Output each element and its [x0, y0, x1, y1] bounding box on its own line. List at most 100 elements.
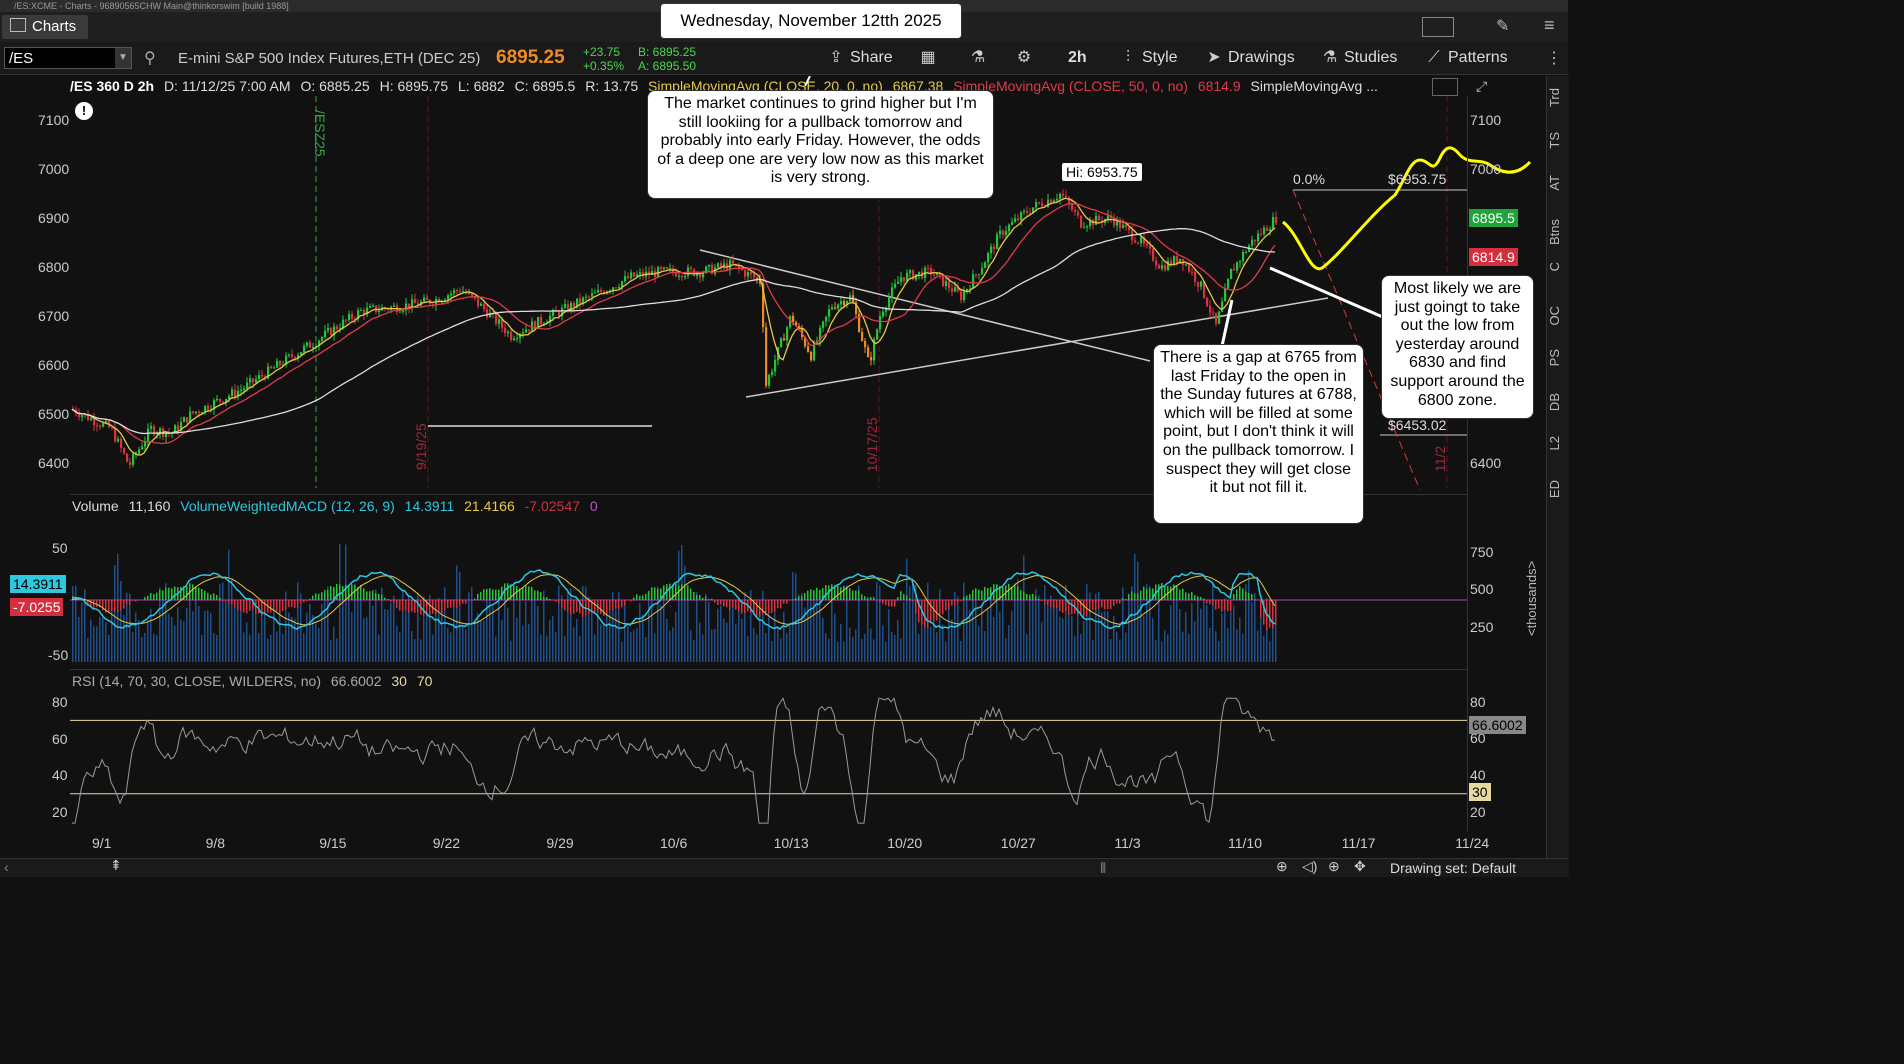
macd-histogram-bar: [1095, 600, 1097, 611]
macd-histogram-bar: [534, 590, 536, 600]
macd-histogram-bar: [675, 583, 677, 600]
info-icon[interactable]: !: [75, 102, 93, 120]
side-tab-ed[interactable]: ED: [1547, 479, 1562, 498]
side-tab-l2[interactable]: L2: [1547, 436, 1562, 451]
macd-histogram-bar: [1239, 586, 1241, 600]
symbol-dropdown-icon[interactable]: ▼: [115, 48, 131, 68]
flask-button[interactable]: ⚗: [970, 47, 992, 69]
macd-histogram-bar: [108, 600, 110, 612]
macd-label[interactable]: VolumeWeightedMACD (12, 26, 9): [180, 498, 395, 514]
macd-histogram-bar: [1083, 600, 1085, 618]
volume-bar: [294, 618, 296, 662]
price-candle: [345, 319, 348, 321]
price-candle: [267, 366, 270, 379]
header-box[interactable]: [1432, 78, 1458, 96]
sma50-label[interactable]: SimpleMovingAvg (CLOSE, 50, 0, no): [953, 78, 1188, 94]
volume-bar: [336, 638, 338, 662]
studies-button[interactable]: ⚗ Studies: [1322, 47, 1398, 69]
volume-bar: [1212, 582, 1214, 662]
price-candle: [459, 291, 462, 293]
style-button[interactable]: ⫶ Style: [1120, 47, 1178, 69]
price-candle: [117, 438, 120, 442]
volume-bar: [1008, 625, 1010, 662]
patterns-button[interactable]: ⟋ Patterns: [1426, 47, 1507, 69]
macd-histogram-bar: [1263, 600, 1265, 625]
sma50-line: [71, 203, 1276, 445]
macd-histogram-bar: [531, 587, 533, 600]
sma200-label[interactable]: SimpleMovingAvg ...: [1250, 78, 1378, 94]
volume-bar: [1056, 608, 1058, 662]
scrollbar-handle[interactable]: ⦀: [1100, 860, 1107, 876]
link-icon[interactable]: ⚲: [144, 50, 156, 67]
volume-bar: [231, 579, 233, 662]
side-tab-oc[interactable]: OC: [1547, 305, 1562, 326]
more-icon[interactable]: ⋮: [1546, 50, 1562, 67]
macd-histogram-bar: [981, 590, 983, 600]
tab-charts[interactable]: Charts: [2, 15, 88, 39]
volume-bar: [177, 607, 179, 662]
share-button[interactable]: ⇪ Share: [828, 47, 892, 69]
pan-icon[interactable]: ✥: [1354, 858, 1366, 874]
price-candle: [1194, 271, 1197, 282]
side-tab-trd[interactable]: Trd: [1547, 88, 1562, 108]
volume-bar: [576, 618, 578, 662]
volume-bar: [1260, 611, 1262, 662]
price-candle: [762, 283, 765, 328]
price-candle: [228, 396, 231, 399]
macd-histogram-bar: [681, 584, 683, 600]
price-candle: [1173, 256, 1176, 265]
volume-bar: [1068, 605, 1070, 662]
macd-histogram-bar: [1146, 588, 1148, 600]
window-box-icon[interactable]: [1422, 17, 1454, 37]
menu-icon[interactable]: ≡: [1544, 15, 1555, 35]
side-tab-ps[interactable]: PS: [1547, 349, 1562, 367]
price-candle: [723, 263, 726, 267]
volume-bar: [768, 613, 770, 662]
price-candle: [453, 290, 456, 294]
volume-label[interactable]: Volume: [72, 498, 119, 514]
volume-bar: [1254, 592, 1256, 662]
side-tab-at[interactable]: AT: [1547, 175, 1562, 191]
grid-button[interactable]: ▦: [920, 47, 942, 69]
volume-bar: [435, 608, 437, 662]
price-candle: [1008, 224, 1011, 232]
macd-histogram-bar: [903, 594, 905, 600]
side-tab-db[interactable]: DB: [1547, 392, 1562, 411]
zoom-in-icon[interactable]: ⊕: [1276, 858, 1288, 874]
timeframe-button[interactable]: 2h: [1068, 49, 1087, 66]
panel-separator-volume[interactable]: [70, 494, 1468, 495]
drawing-set-label[interactable]: Drawing set: Default: [1390, 860, 1517, 876]
price-candle: [804, 337, 807, 347]
drawings-button[interactable]: ➤ Drawings: [1206, 47, 1294, 69]
expand-icon[interactable]: ⤢: [1476, 78, 1488, 94]
last-price: 6895.25: [496, 47, 565, 68]
rsi-label[interactable]: RSI (14, 70, 30, CLOSE, WILDERS, no): [72, 673, 321, 689]
volume-bar: [852, 636, 854, 662]
volume-bar: [309, 603, 311, 662]
macd-histogram-bar: [1248, 592, 1250, 600]
panel-separator-rsi[interactable]: [70, 669, 1468, 670]
volume-bar: [537, 606, 539, 662]
side-tab-c[interactable]: C: [1547, 262, 1562, 272]
zoom-sound-icon[interactable]: ◁): [1302, 858, 1318, 874]
scroll-left-icon[interactable]: ‹: [4, 859, 9, 875]
price-candle: [963, 291, 966, 301]
trendlines: [428, 76, 1467, 491]
price-candle: [213, 400, 216, 410]
side-tab-btns[interactable]: Btns: [1547, 218, 1562, 245]
price-candle: [720, 263, 723, 267]
symbol-input[interactable]: /ES ▼: [4, 47, 132, 69]
macd-histogram-bar: [345, 584, 347, 600]
macd-histogram-bar: [399, 600, 401, 611]
price-candle: [1224, 288, 1227, 302]
side-tab-ts[interactable]: TS: [1547, 131, 1562, 149]
cursor-mode-icon[interactable]: ⇞: [110, 857, 122, 873]
settings-button[interactable]: ⚙: [1016, 47, 1038, 69]
price-candle: [582, 297, 585, 304]
pin-icon[interactable]: ✎: [1496, 18, 1510, 35]
volume-bar: [813, 595, 815, 662]
crosshair-icon[interactable]: ⊕: [1328, 858, 1340, 874]
macd-histogram-bar: [723, 600, 725, 607]
macd-histogram-bar: [261, 600, 263, 617]
volume-bar: [564, 636, 566, 662]
